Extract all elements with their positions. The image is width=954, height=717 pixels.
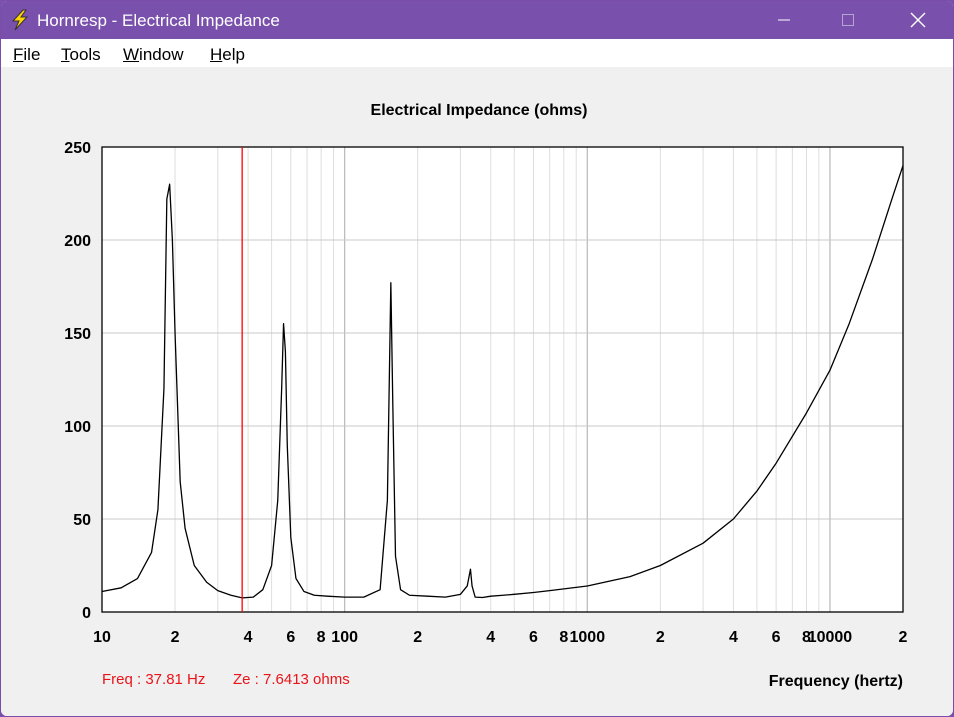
x-tick-label: 2 — [413, 629, 422, 646]
curve-layer — [101, 165, 904, 599]
plot-background — [102, 147, 903, 612]
y-tick-label: 100 — [64, 419, 91, 436]
close-icon — [910, 12, 926, 28]
x-tick-label: 2 — [656, 629, 665, 646]
chart-title: Electrical Impedance (ohms) — [371, 102, 588, 119]
x-tick-label: 100 — [331, 629, 358, 646]
grid-layer — [101, 146, 904, 613]
x-tick-label: 6 — [772, 629, 781, 646]
x-tick-label: 10 — [93, 629, 111, 646]
x-tick-label: 8 — [317, 629, 326, 646]
menu-bar: File Tools Window Help — [1, 39, 953, 67]
title-bar[interactable]: Hornresp - Electrical Impedance — [1, 1, 953, 39]
lightning-bolt-icon — [11, 9, 29, 31]
menu-file[interactable]: File — [13, 45, 41, 64]
maximize-button[interactable] — [825, 1, 871, 39]
status-impedance: Ze : 7.6413 ohms — [233, 671, 350, 688]
x-tick-label: 6 — [286, 629, 295, 646]
close-button[interactable] — [895, 1, 941, 39]
x-tick-label: 4 — [244, 629, 253, 646]
y-tick-label: 0 — [82, 605, 91, 622]
x-tick-label: 10000 — [808, 629, 853, 646]
x-tick-label: 4 — [729, 629, 738, 646]
status-frequency: Freq : 37.81 Hz — [102, 671, 206, 688]
impedance-curve — [101, 165, 904, 599]
maximize-icon — [842, 14, 854, 26]
x-tick-label: 1000 — [570, 629, 606, 646]
x-tick-label: 2 — [171, 629, 180, 646]
y-tick-label: 150 — [64, 326, 91, 343]
y-tick-label: 200 — [64, 233, 91, 250]
menu-window[interactable]: Window — [123, 45, 184, 64]
menu-tools[interactable]: Tools — [61, 45, 101, 64]
window-title: Hornresp - Electrical Impedance — [37, 11, 280, 30]
minimize-button[interactable] — [761, 1, 807, 39]
x-tick-label: 2 — [899, 629, 908, 646]
plot-frame — [101, 146, 904, 613]
y-tick-label: 250 — [64, 140, 91, 157]
minimize-icon — [778, 19, 790, 21]
x-axis-label: Frequency (hertz) — [769, 673, 903, 690]
y-tick-label: 50 — [73, 512, 91, 529]
x-tick-label: 8 — [559, 629, 568, 646]
x-tick-label: 4 — [486, 629, 495, 646]
x-tick-label: 6 — [529, 629, 538, 646]
menu-help[interactable]: Help — [210, 45, 245, 64]
x-tick-label: 8 — [802, 629, 811, 646]
